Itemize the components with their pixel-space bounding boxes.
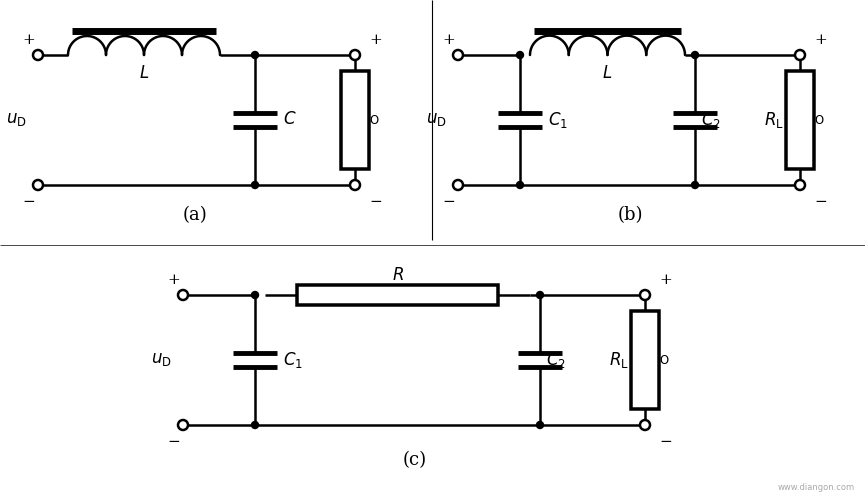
Bar (297, 285, 498, 305)
Circle shape (252, 182, 259, 188)
Circle shape (350, 180, 360, 190)
Text: $L$: $L$ (139, 64, 149, 82)
Text: +: + (167, 273, 180, 287)
Circle shape (795, 180, 805, 190)
Text: $C_2$: $C_2$ (701, 110, 721, 130)
Circle shape (453, 50, 463, 60)
Text: +: + (22, 33, 35, 47)
Circle shape (350, 50, 360, 60)
Text: $C$: $C$ (283, 112, 297, 128)
Circle shape (640, 420, 650, 430)
Text: $u_\mathrm{D}$: $u_\mathrm{D}$ (151, 352, 172, 368)
Text: $-$: $-$ (22, 193, 35, 207)
Circle shape (516, 52, 523, 59)
Text: $u_\mathrm{O}$: $u_\mathrm{O}$ (359, 110, 380, 126)
Circle shape (516, 182, 523, 188)
Text: $-$: $-$ (369, 193, 382, 207)
Text: $-$: $-$ (659, 433, 672, 447)
Text: $-$: $-$ (167, 433, 180, 447)
Circle shape (640, 290, 650, 300)
Bar (341, 70, 369, 170)
Circle shape (691, 182, 699, 188)
Circle shape (252, 52, 259, 59)
Circle shape (536, 292, 543, 298)
Circle shape (252, 422, 259, 428)
Text: $u_\mathrm{D}$: $u_\mathrm{D}$ (426, 112, 447, 128)
Circle shape (795, 50, 805, 60)
Text: $C_1$: $C_1$ (548, 110, 568, 130)
Text: $C_1$: $C_1$ (283, 350, 303, 370)
Text: (c): (c) (403, 451, 427, 469)
Text: $R_\mathrm{L}$: $R_\mathrm{L}$ (609, 350, 629, 370)
Bar (631, 310, 659, 410)
Text: $R$: $R$ (392, 266, 403, 283)
Text: www.diangon.com: www.diangon.com (778, 483, 855, 492)
Text: +: + (369, 33, 381, 47)
Circle shape (178, 290, 188, 300)
Text: +: + (442, 33, 455, 47)
Text: $u_\mathrm{D}$: $u_\mathrm{D}$ (6, 112, 27, 128)
Circle shape (33, 50, 43, 60)
Circle shape (33, 180, 43, 190)
Text: (b): (b) (618, 206, 643, 224)
Text: $u_\mathrm{O}$: $u_\mathrm{O}$ (649, 350, 670, 366)
Text: +: + (659, 273, 672, 287)
Text: $L$: $L$ (602, 64, 612, 82)
Bar (786, 70, 814, 170)
Text: $R_\mathrm{L}$: $R_\mathrm{L}$ (764, 110, 784, 130)
Text: $u_\mathrm{O}$: $u_\mathrm{O}$ (804, 110, 825, 126)
Circle shape (691, 52, 699, 59)
Text: $-$: $-$ (442, 193, 455, 207)
Circle shape (536, 422, 543, 428)
Text: $-$: $-$ (814, 193, 827, 207)
Circle shape (453, 180, 463, 190)
Text: (a): (a) (183, 206, 208, 224)
Circle shape (252, 292, 259, 298)
Text: $C_2$: $C_2$ (546, 350, 566, 370)
Text: +: + (814, 33, 827, 47)
Circle shape (178, 420, 188, 430)
